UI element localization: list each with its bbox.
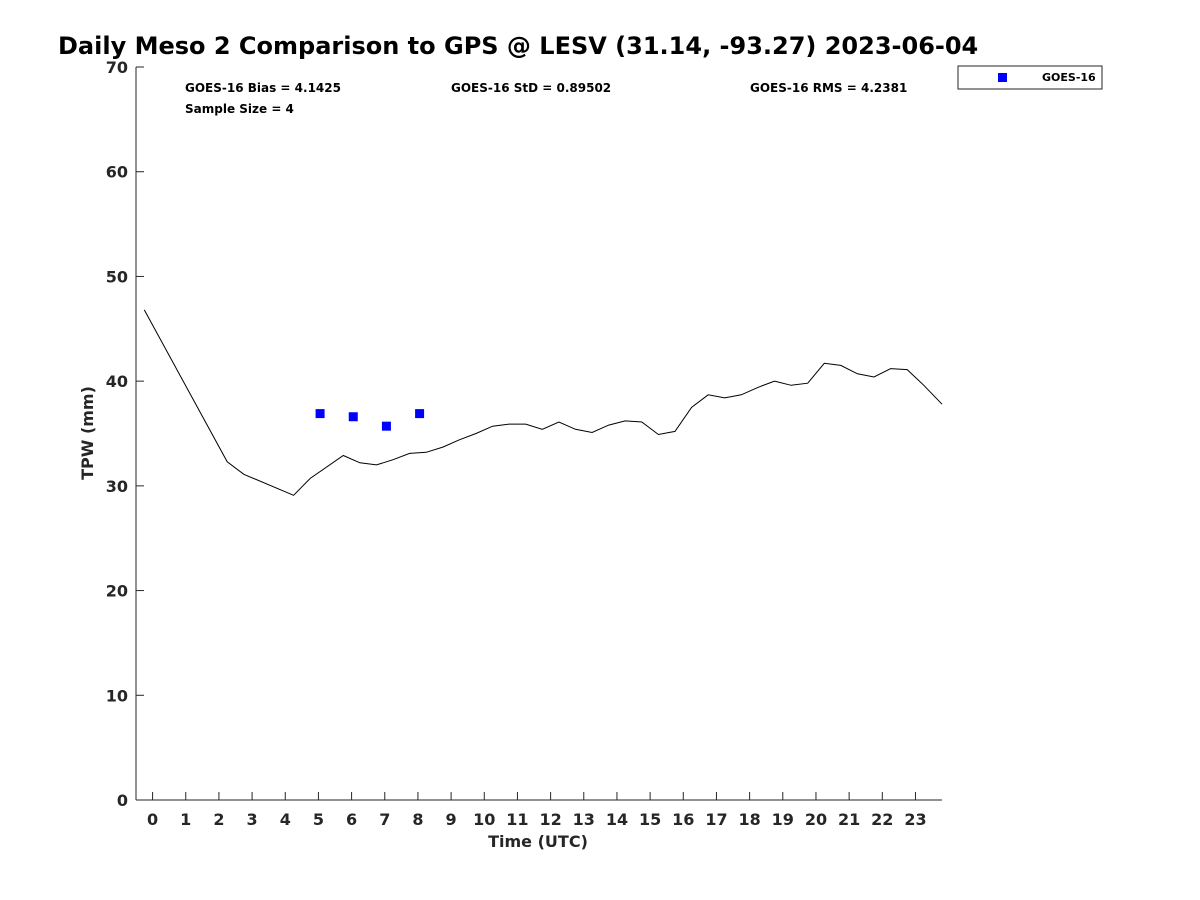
x-tick-label: 21 (838, 810, 860, 829)
y-tick-label: 50 (106, 267, 128, 286)
goes16-point (381, 421, 391, 431)
std-stat: GOES-16 StD = 0.89502 (451, 81, 611, 95)
y-tick-label: 70 (106, 58, 128, 77)
y-tick-label: 10 (106, 686, 128, 705)
goes16-point (415, 409, 425, 419)
x-ticks: 0 1 2 3 4 5 6 7 8 9 10 11 12 13 14 15 16 17 18 19 20 21 22 23 (147, 792, 927, 829)
goes16-point (348, 412, 358, 422)
goes16-series (315, 409, 425, 431)
x-tick-label: 11 (506, 810, 528, 829)
y-ticks: 0 10 20 30 40 50 60 70 (106, 58, 144, 810)
x-tick-label: 13 (573, 810, 595, 829)
x-tick-label: 16 (672, 810, 694, 829)
y-tick-label: 0 (117, 791, 128, 810)
x-axis-label: Time (UTC) (488, 832, 588, 851)
x-tick-label: 3 (247, 810, 258, 829)
gps-tpw-line (143, 309, 943, 496)
x-tick-label: 12 (539, 810, 561, 829)
sample-size-stat: Sample Size = 4 (185, 102, 294, 116)
goes16-point (315, 409, 325, 419)
legend-goes16-marker (998, 73, 1007, 82)
x-tick-label: 1 (180, 810, 191, 829)
rms-stat: GOES-16 RMS = 4.2381 (750, 81, 907, 95)
legend-box (957, 65, 1103, 90)
x-tick-label: 2 (213, 810, 224, 829)
y-tick-label: 20 (106, 582, 128, 601)
x-tick-label: 0 (147, 810, 158, 829)
x-tick-label: 10 (473, 810, 495, 829)
gps-series (143, 309, 943, 496)
x-tick-label: 9 (446, 810, 457, 829)
x-tick-label: 22 (871, 810, 893, 829)
legend: GOES-16 (957, 65, 1103, 90)
chart-title: Daily Meso 2 Comparison to GPS @ LESV (3… (58, 32, 978, 60)
x-tick-label: 5 (313, 810, 324, 829)
x-tick-label: 8 (412, 810, 423, 829)
x-tick-label: 18 (738, 810, 760, 829)
y-axis-label: TPW (mm) (78, 386, 97, 480)
x-tick-label: 7 (379, 810, 390, 829)
x-tick-label: 19 (772, 810, 794, 829)
plot-axes (135, 67, 942, 801)
y-tick-label: 60 (106, 163, 128, 182)
bias-stat: GOES-16 Bias = 4.1425 (185, 81, 341, 95)
y-tick-label: 40 (106, 372, 128, 391)
x-tick-label: 14 (606, 810, 628, 829)
x-tick-label: 17 (705, 810, 727, 829)
x-tick-label: 4 (280, 810, 291, 829)
x-tick-label: 20 (805, 810, 827, 829)
x-tick-label: 23 (904, 810, 926, 829)
y-tick-label: 30 (106, 477, 128, 496)
legend-goes16-label: GOES-16 (1042, 71, 1096, 84)
x-tick-label: 15 (639, 810, 661, 829)
x-tick-label: 6 (346, 810, 357, 829)
